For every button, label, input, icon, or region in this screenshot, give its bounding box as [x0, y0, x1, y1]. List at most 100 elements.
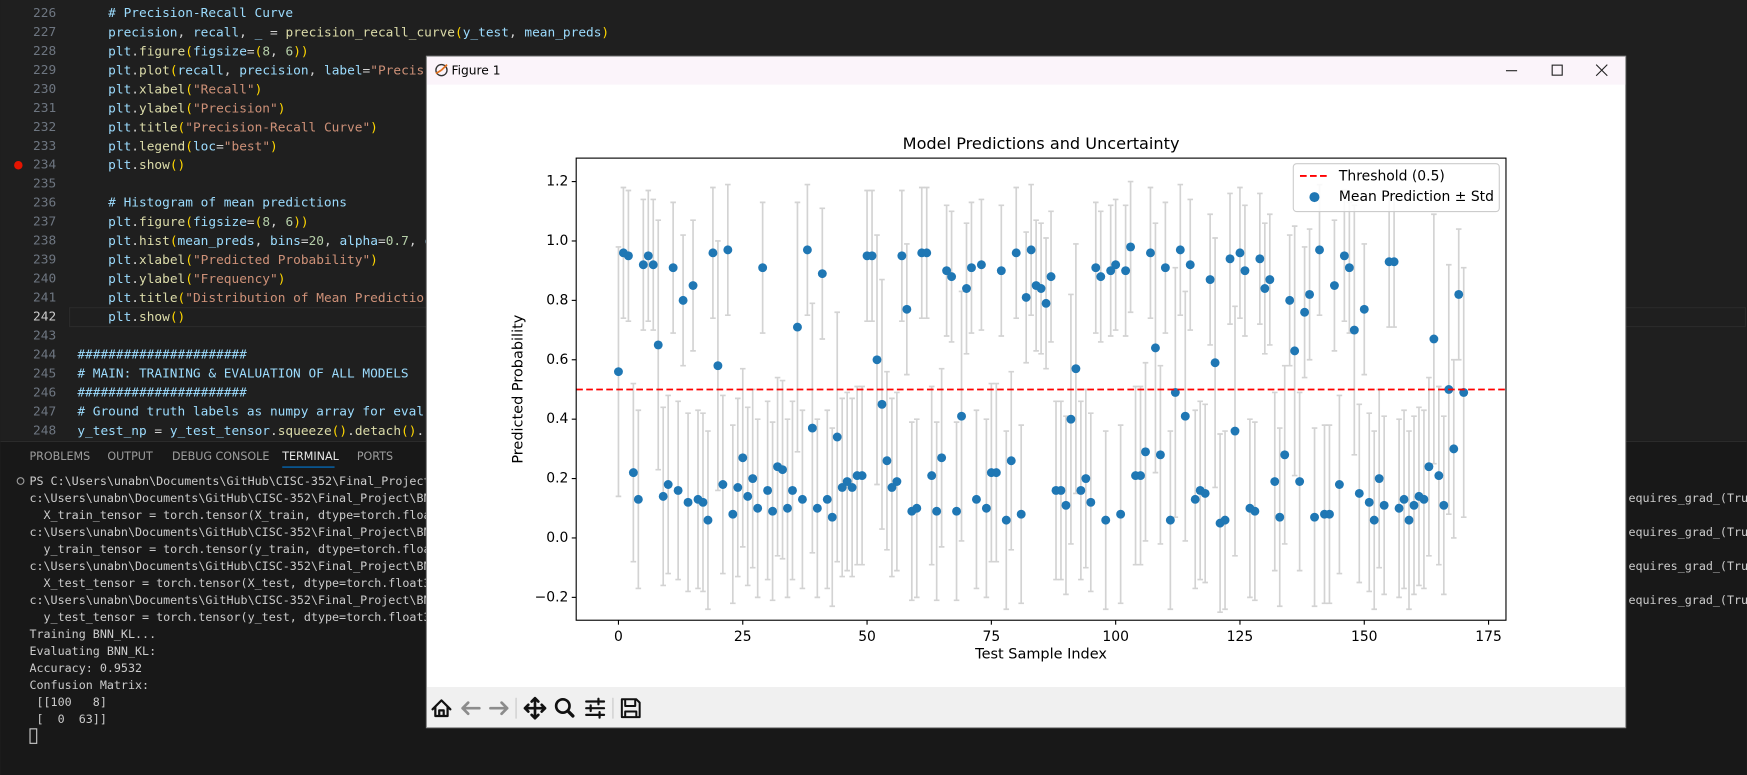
point [1011, 248, 1021, 258]
point [1424, 462, 1434, 472]
back-button[interactable] [461, 701, 481, 716]
point [1111, 260, 1121, 270]
code-token: . [131, 291, 139, 306]
code-line: # MAIN: TRAINING & EVALUATION OF ALL MOD… [77, 367, 408, 382]
point [1454, 289, 1464, 299]
y-tick-label: 0.2 [546, 471, 568, 487]
editor: 226 # Precision-Recall Curve 227 precisio… [14, 6, 1746, 439]
code-line: ###################### [77, 386, 247, 401]
line-number: 244 [33, 348, 56, 363]
point [817, 269, 827, 279]
save-button[interactable] [620, 698, 641, 719]
code-token [77, 139, 108, 154]
point [971, 494, 981, 504]
code-token: . [131, 139, 139, 154]
breakpoint[interactable] [14, 161, 23, 170]
code-token: . [131, 158, 139, 173]
figure-window: Figure 1 Model Predictions and Uncertain… [425, 55, 1627, 729]
panel-tab[interactable]: DEBUG CONSOLE [172, 450, 269, 463]
terminal-line: equires_grad_(True [1628, 593, 1747, 607]
point [1056, 485, 1066, 495]
point [1399, 494, 1409, 504]
code-line: plt.title("Precision-Recall Curve") [77, 120, 378, 135]
code-token: y_test_np [77, 424, 146, 439]
line-number: 242 [33, 310, 56, 325]
point [947, 272, 957, 282]
point [1270, 477, 1280, 486]
panel-tab[interactable]: OUTPUT [107, 450, 153, 463]
point [1180, 411, 1190, 421]
panel-tab[interactable]: PORTS [357, 450, 393, 463]
code-token: , [178, 25, 186, 40]
code-token: title [139, 291, 178, 306]
code-token: = [154, 424, 162, 439]
point [1016, 509, 1026, 519]
code-token: "Predicted Probability" [193, 253, 370, 268]
code-token: hist [139, 234, 170, 249]
point [1006, 456, 1016, 466]
point [1066, 414, 1076, 424]
pan-button[interactable] [523, 696, 547, 720]
code-token: ) [178, 158, 186, 173]
code-token: ( [178, 291, 186, 306]
point [1310, 512, 1320, 522]
forward-button[interactable] [489, 701, 509, 716]
terminal-line: c:\Users\unabn\Documents\GitHub\CISC-352… [29, 525, 430, 539]
point [1155, 450, 1165, 460]
code-token: "best" [224, 139, 270, 154]
code-line: plt.hist(mean_preds, bins=20, alpha=0.7,… [77, 234, 432, 249]
point [892, 477, 902, 486]
code-line: plt.show() [77, 310, 185, 325]
y-axis-label: Predicted Probability [510, 314, 526, 463]
terminal-line: [[100 8] [29, 695, 106, 709]
code-token: plt [108, 291, 131, 306]
code-token: xlabel [139, 82, 185, 97]
point [698, 497, 708, 507]
code-token: squeeze [278, 424, 332, 439]
code-token [278, 215, 286, 230]
code-token: . [131, 234, 139, 249]
point [1146, 248, 1155, 258]
code-token: plt [108, 234, 131, 249]
code-token: plot [139, 63, 170, 78]
code-token [185, 25, 193, 40]
point [1126, 242, 1136, 252]
code-line: plt.xlabel("Predicted Probability") [77, 253, 378, 268]
configure-button[interactable] [585, 697, 606, 719]
point [1021, 292, 1031, 302]
line-number: 240 [33, 272, 56, 287]
code-token: ) [278, 272, 286, 287]
point [1419, 494, 1429, 504]
point [743, 491, 753, 501]
point [1225, 254, 1235, 264]
terminal-line: equires_grad_(True [1628, 491, 1747, 505]
close-button[interactable] [1595, 64, 1608, 77]
code-line: plt.figure(figsize=(8, 6)) [77, 215, 308, 230]
code-token [77, 44, 108, 59]
home-button[interactable] [431, 699, 452, 718]
maximize-button[interactable] [1551, 64, 1563, 76]
panel-tab[interactable]: PROBLEMS [29, 450, 90, 463]
code-token: ( [401, 424, 409, 439]
point [673, 485, 683, 495]
point [857, 471, 867, 481]
code-token: ( [185, 101, 193, 116]
point [678, 295, 688, 305]
point [942, 266, 952, 276]
point [827, 512, 837, 522]
code-token [77, 120, 108, 135]
code-token: ylabel [139, 101, 185, 116]
x-tick-label: 150 [1351, 629, 1378, 645]
point [1369, 515, 1379, 525]
point [713, 361, 723, 371]
point [688, 281, 698, 290]
panel-tab[interactable]: TERMINAL [281, 450, 339, 463]
zoom-button[interactable] [554, 697, 571, 714]
point [1354, 488, 1364, 498]
code-token: plt [108, 63, 131, 78]
point [996, 266, 1006, 276]
code-token [147, 424, 155, 439]
point [1036, 284, 1046, 293]
code-line: plt.title("Distribution of Mean Predicti… [77, 291, 424, 306]
code-token: plt [108, 158, 131, 173]
